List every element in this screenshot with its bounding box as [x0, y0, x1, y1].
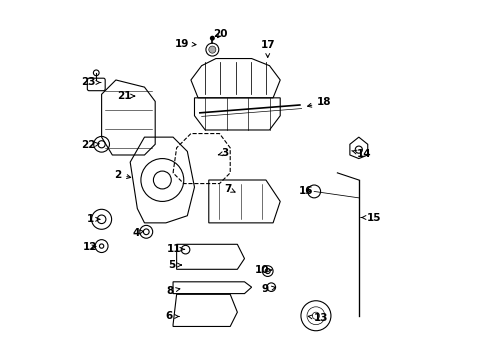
Text: 22: 22	[81, 140, 99, 150]
Text: 6: 6	[165, 311, 179, 321]
Text: 10: 10	[254, 265, 271, 275]
Text: 8: 8	[166, 286, 180, 296]
Text: 23: 23	[81, 77, 101, 87]
Text: 5: 5	[168, 260, 181, 270]
Text: 15: 15	[360, 212, 380, 222]
Text: 18: 18	[307, 97, 331, 107]
Text: 14: 14	[351, 149, 371, 159]
Text: 19: 19	[174, 39, 196, 49]
Text: 11: 11	[167, 244, 184, 254]
Circle shape	[208, 46, 216, 53]
Text: 2: 2	[114, 170, 130, 180]
Circle shape	[209, 36, 214, 41]
Text: 3: 3	[218, 148, 228, 158]
Text: 17: 17	[260, 40, 274, 58]
Text: 9: 9	[261, 284, 275, 294]
Text: 1: 1	[86, 214, 100, 224]
Text: 21: 21	[117, 91, 134, 101]
Text: 12: 12	[83, 242, 97, 252]
Text: 13: 13	[307, 313, 328, 323]
Text: 16: 16	[298, 186, 312, 197]
Text: 4: 4	[132, 228, 143, 238]
Text: 7: 7	[224, 184, 235, 194]
Text: 20: 20	[212, 29, 227, 39]
